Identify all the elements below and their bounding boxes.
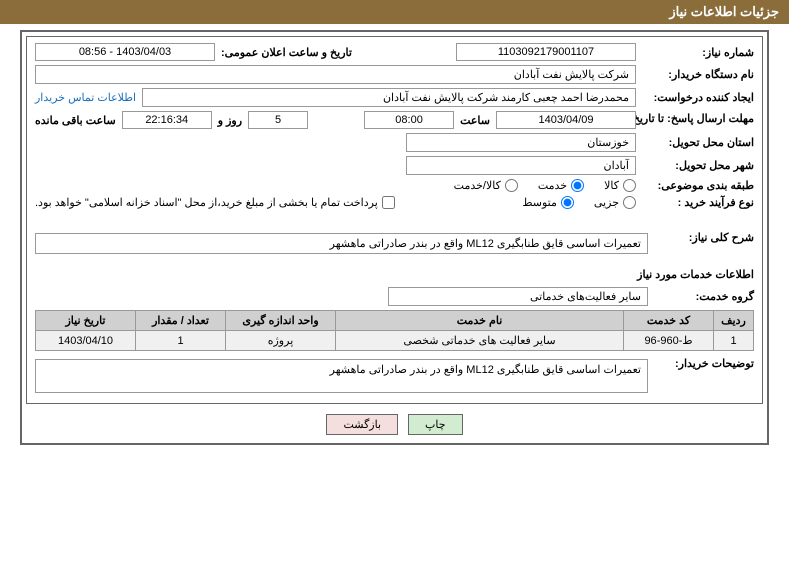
print-button[interactable]: چاپ [408, 414, 463, 435]
treasury-checkbox-input[interactable] [382, 196, 395, 209]
description-value: تعمیرات اساسی قایق طنابگیری ML12 واقع در… [35, 233, 648, 254]
lbl-announce-date: تاریخ و ساعت اعلان عمومی: [221, 46, 352, 59]
radio-medium[interactable]: متوسط [522, 196, 574, 209]
radio-medium-input[interactable] [561, 196, 574, 209]
lbl-province: استان محل تحویل: [642, 136, 754, 149]
row-service-group: گروه خدمت: سایر فعالیت‌های خدماتی [35, 287, 754, 306]
lbl-buyer-note: توضیحات خریدار: [654, 357, 754, 370]
page-title: جزئیات اطلاعات نیاز [669, 4, 779, 19]
table-row: 1 ط-960-96 سایر فعالیت های خدماتی شخصی پ… [36, 331, 754, 351]
row-deadline: مهلت ارسال پاسخ: تا تاریخ: 1403/04/09 سا… [35, 111, 754, 129]
deadline-date: 1403/04/09 [496, 111, 636, 129]
row-province: استان محل تحویل: خوزستان [35, 133, 754, 152]
lbl-service-group: گروه خدمت: [654, 290, 754, 303]
back-button[interactable]: بازگشت [326, 414, 398, 435]
row-process-type: نوع فرآیند خرید : جزیی متوسط پرداخت تمام… [35, 196, 754, 209]
page-header: جزئیات اطلاعات نیاز [0, 0, 789, 24]
radio-minor[interactable]: جزیی [594, 196, 636, 209]
th-qty: تعداد / مقدار [136, 311, 226, 331]
row-buyer-note: توضیحات خریدار: تعمیرات اساسی قایق طنابگ… [35, 357, 754, 393]
requester-value: محمدرضا احمد چعبی کارمند شرکت پالایش نفت… [142, 88, 636, 107]
td-qty: 1 [136, 331, 226, 351]
table-header-row: ردیف کد خدمت نام خدمت واحد اندازه گیری ت… [36, 311, 754, 331]
row-requester: ایجاد کننده درخواست: محمدرضا احمد چعبی ک… [35, 88, 754, 107]
th-date: تاریخ نیاز [36, 311, 136, 331]
th-code: کد خدمت [624, 311, 714, 331]
buyer-note-value: تعمیرات اساسی قایق طنابگیری ML12 واقع در… [35, 359, 648, 393]
lbl-description: شرح کلی نیاز: [654, 231, 754, 244]
need-number-value: 1103092179001107 [456, 43, 636, 61]
radio-both-input[interactable] [505, 179, 518, 192]
row-buyer-org: نام دستگاه خریدار: شرکت پالایش نفت آبادا… [35, 65, 754, 84]
lbl-need-number: شماره نیاز: [642, 46, 754, 59]
row-city: شهر محل تحویل: آبادان [35, 156, 754, 175]
announce-date-value: 1403/04/03 - 08:56 [35, 43, 215, 61]
radio-service[interactable]: خدمت [538, 179, 584, 192]
service-group-value: سایر فعالیت‌های خدماتی [388, 287, 648, 306]
radio-both[interactable]: کالا/خدمت [454, 179, 518, 192]
radio-goods-label: کالا [604, 179, 619, 192]
radio-minor-label: جزیی [594, 196, 619, 209]
th-name: نام خدمت [336, 311, 624, 331]
services-section-title: اطلاعات خدمات مورد نیاز [35, 268, 754, 281]
td-name: سایر فعالیت های خدماتی شخصی [336, 331, 624, 351]
radio-goods[interactable]: کالا [604, 179, 636, 192]
td-date: 1403/04/10 [36, 331, 136, 351]
td-row: 1 [714, 331, 754, 351]
row-category: طبقه بندی موضوعی: کالا خدمت کالا/خدمت [35, 179, 754, 192]
radio-service-label: خدمت [538, 179, 567, 192]
category-radio-group: کالا خدمت کالا/خدمت [454, 179, 636, 192]
row-description: شرح کلی نیاز: تعمیرات اساسی قایق طنابگیر… [35, 231, 754, 262]
treasury-checkbox[interactable]: پرداخت تمام یا بخشی از مبلغ خرید،از محل … [35, 196, 395, 209]
lbl-requester: ایجاد کننده درخواست: [642, 91, 754, 104]
radio-goods-input[interactable] [623, 179, 636, 192]
lbl-days-and: روز و [218, 114, 242, 127]
lbl-hour: ساعت [460, 114, 490, 127]
services-table: ردیف کد خدمت نام خدمت واحد اندازه گیری ت… [35, 310, 754, 351]
radio-service-input[interactable] [571, 179, 584, 192]
lbl-city: شهر محل تحویل: [642, 159, 754, 172]
buyer-contact-link[interactable]: اطلاعات تماس خریدار [35, 91, 136, 104]
radio-both-label: کالا/خدمت [454, 179, 501, 192]
buyer-org-value: شرکت پالایش نفت آبادان [35, 65, 636, 84]
lbl-process-type: نوع فرآیند خرید : [642, 196, 754, 209]
row-need-number: شماره نیاز: 1103092179001107 تاریخ و ساع… [35, 43, 754, 61]
lbl-category: طبقه بندی موضوعی: [642, 179, 754, 192]
countdown-time: 22:16:34 [122, 111, 212, 129]
td-unit: پروژه [226, 331, 336, 351]
days-remaining: 5 [248, 111, 308, 129]
deadline-hour: 08:00 [364, 111, 454, 129]
main-frame: شماره نیاز: 1103092179001107 تاریخ و ساع… [20, 30, 769, 445]
th-unit: واحد اندازه گیری [226, 311, 336, 331]
radio-medium-label: متوسط [522, 196, 557, 209]
info-panel: شماره نیاز: 1103092179001107 تاریخ و ساع… [26, 36, 763, 404]
button-row: چاپ بازگشت [26, 414, 763, 435]
radio-minor-input[interactable] [623, 196, 636, 209]
th-row: ردیف [714, 311, 754, 331]
city-value: آبادان [406, 156, 636, 175]
process-type-radio-group: جزیی متوسط [522, 196, 636, 209]
lbl-buyer-org: نام دستگاه خریدار: [642, 68, 754, 81]
treasury-checkbox-label: پرداخت تمام یا بخشی از مبلغ خرید،از محل … [35, 196, 378, 209]
province-value: خوزستان [406, 133, 636, 152]
lbl-deadline: مهلت ارسال پاسخ: تا تاریخ: [642, 113, 754, 126]
lbl-remaining: ساعت باقی مانده [35, 114, 116, 127]
td-code: ط-960-96 [624, 331, 714, 351]
